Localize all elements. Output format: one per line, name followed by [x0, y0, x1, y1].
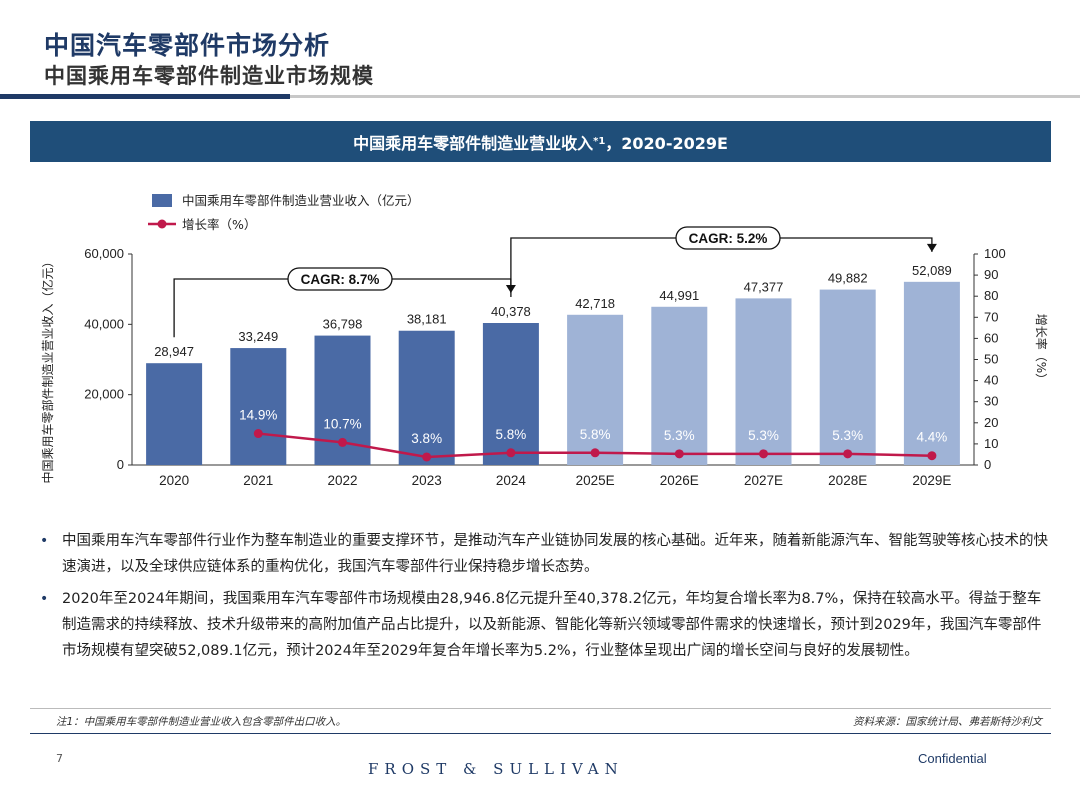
- growth-rate-label: 5.8%: [496, 427, 527, 442]
- bar-value-label: 44,991: [659, 288, 699, 303]
- revenue-growth-chart: 0 20,000 40,000 60,000 0 10 20 30 40 50 60 70 80 90 10…: [40, 193, 1049, 488]
- frost-sullivan-logo: FROST & SULLIVAN: [368, 760, 624, 778]
- bar: [903, 281, 960, 465]
- cagr-pill: [287, 267, 393, 291]
- growth-rate-label: 5.3%: [748, 428, 779, 443]
- chart-title-banner: 中国乘用车零部件制造业营业收入 *1 ，2020-2029E: [30, 121, 1051, 162]
- bar: [146, 363, 203, 465]
- y2-tick-label: 50: [984, 352, 998, 367]
- y-tick-label: 60,000: [84, 246, 124, 261]
- y2-tick-label: 30: [984, 394, 998, 409]
- y2-axis-title: 增长率（%）: [1034, 314, 1049, 385]
- y2-tick-label: 10: [984, 436, 998, 451]
- x-tick-label: 2020: [159, 473, 189, 488]
- bar-value-label: 49,882: [828, 271, 868, 286]
- footer-rule-bottom: [30, 733, 1051, 734]
- growth-rate-label: 14.9%: [239, 408, 277, 423]
- y2-tick-label: 20: [984, 415, 998, 430]
- header-rule-accent: [0, 94, 290, 99]
- y2-tick-label: 80: [984, 288, 998, 303]
- y-tick-label: 20,000: [84, 387, 124, 402]
- bar-value-label: 47,377: [744, 279, 784, 294]
- bullet-text: 2020年至2024年期间，我国乘用车汽车零部件市场规模由28,946.8亿元提…: [62, 591, 1042, 659]
- y2-tick-label: 70: [984, 309, 998, 324]
- bar: [398, 330, 455, 465]
- bar-value-label: 38,181: [407, 312, 447, 327]
- bar-value-label: 40,378: [491, 304, 531, 319]
- page-subtitle: 中国乘用车零部件制造业市场规模: [44, 64, 374, 88]
- source-note: 资料来源：国家统计局、弗若斯特沙利文: [853, 716, 1042, 728]
- growth-rate-label: 5.3%: [664, 428, 695, 443]
- commentary: • 中国乘用车汽车零部件行业作为整车制造业的重要支撑环节，是推动汽车产业链协同发…: [40, 528, 1050, 670]
- bullet-item: • 2020年至2024年期间，我国乘用车汽车零部件市场规模由28,946.8亿…: [40, 586, 1050, 664]
- chart-title-range: ，2020-2029E: [605, 133, 728, 153]
- confidential-label: Confidential: [918, 751, 987, 766]
- x-tick-label: 2022: [327, 473, 357, 488]
- bar: [567, 314, 624, 465]
- growth-rate-point: [927, 451, 937, 461]
- cagr-label: CAGR: 5.2%: [689, 231, 768, 246]
- chart-title: 中国乘用车零部件制造业营业收入: [353, 133, 594, 153]
- y-tick-label: 0: [117, 457, 124, 472]
- y2-tick-label: 40: [984, 373, 998, 388]
- bar: [819, 289, 876, 465]
- bar: [482, 323, 539, 465]
- x-tick-label: 2023: [412, 473, 442, 488]
- cagr-arrowhead: [926, 243, 937, 252]
- page-number: 7: [56, 752, 63, 765]
- growth-rate-label: 3.8%: [411, 431, 442, 446]
- bar: [230, 348, 287, 465]
- bullet-item: • 中国乘用车汽车零部件行业作为整车制造业的重要支撑环节，是推动汽车产业链协同发…: [40, 528, 1050, 580]
- y2-tick-label: 90: [984, 267, 998, 282]
- growth-rate-point: [590, 448, 600, 458]
- legend-bar-swatch: [152, 194, 172, 207]
- legend-line-label: 增长率（%）: [182, 217, 256, 232]
- growth-rate-point: [843, 449, 853, 459]
- bar-value-label: 36,798: [323, 317, 363, 332]
- cagr-label: CAGR: 8.7%: [301, 272, 380, 287]
- y2-tick-label: 100: [984, 246, 1006, 261]
- x-tick-label: 2024: [496, 473, 527, 488]
- growth-rate-label: 10.7%: [323, 416, 361, 431]
- growth-rate-point: [338, 437, 347, 447]
- y-tick-label: 40,000: [84, 316, 124, 331]
- chart-title-footnote-mark: *1: [593, 136, 606, 147]
- footer-rule: [30, 708, 1051, 709]
- x-tick-label: 2027E: [744, 473, 783, 488]
- growth-rate-point: [506, 448, 516, 458]
- x-tick-label: 2025E: [576, 473, 615, 488]
- x-tick-label: 2028E: [828, 473, 867, 488]
- growth-rate-point: [253, 429, 263, 439]
- y2-tick-label: 0: [984, 457, 991, 472]
- legend-line-marker: [157, 219, 167, 229]
- x-tick-label: 2029E: [912, 473, 951, 488]
- growth-rate-point: [759, 449, 768, 459]
- growth-rate-label: 5.3%: [832, 428, 863, 443]
- growth-rate-label: 5.8%: [580, 427, 611, 442]
- growth-rate-label: 4.4%: [917, 430, 948, 445]
- y-axis-title: 中国乘用车零部件制造业营业收入（亿元）: [40, 255, 55, 483]
- footnote: 注1：中国乘用车零部件制造业营业收入包含零部件出口收入。: [56, 716, 347, 728]
- bar-value-label: 42,718: [575, 296, 615, 311]
- bar-value-label: 52,089: [912, 263, 952, 278]
- x-tick-label: 2021: [243, 473, 273, 488]
- header-rule: [290, 95, 1080, 98]
- bar-value-label: 33,249: [238, 329, 278, 344]
- page-title: 中国汽车零部件市场分析: [44, 31, 331, 60]
- bullet-dot: •: [40, 591, 49, 607]
- bullet-text: 中国乘用车汽车零部件行业作为整车制造业的重要支撑环节，是推动汽车产业链协同发展的…: [62, 533, 1048, 575]
- x-tick-label: 2026E: [660, 473, 699, 488]
- bullet-dot: •: [40, 533, 49, 549]
- y2-tick-label: 60: [984, 330, 998, 345]
- bar: [735, 298, 792, 465]
- cagr-pill: [675, 226, 781, 250]
- growth-rate-point: [422, 452, 432, 462]
- growth-rate-point: [674, 449, 684, 459]
- bar-value-label: 28,947: [154, 344, 194, 359]
- legend-bar-label: 中国乘用车零部件制造业营业收入（亿元）: [182, 193, 420, 208]
- bar: [651, 306, 708, 465]
